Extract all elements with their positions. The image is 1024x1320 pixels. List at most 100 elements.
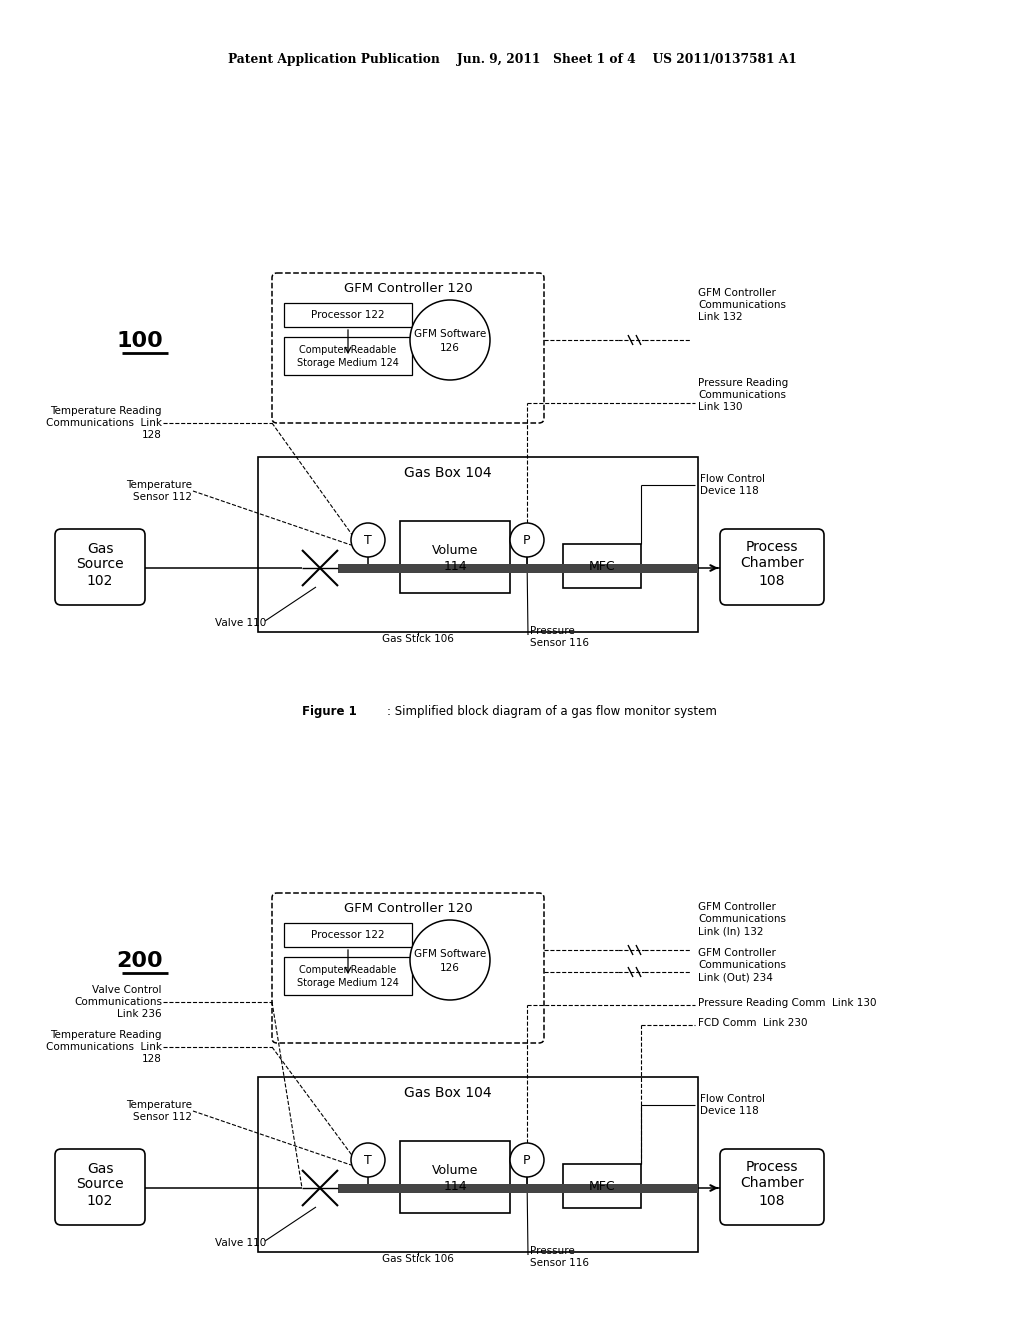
Bar [284, 957, 412, 995]
Bar [284, 304, 412, 327]
Text: 114: 114 [443, 1180, 467, 1192]
Text: FCD Comm  Link 230: FCD Comm Link 230 [698, 1018, 808, 1028]
Circle shape [410, 920, 490, 1001]
Text: GFM Controller: GFM Controller [698, 288, 776, 298]
Text: 108: 108 [759, 574, 785, 587]
Bar [258, 1077, 698, 1251]
Text: Figure 1: Figure 1 [302, 705, 356, 718]
Text: Link 130: Link 130 [698, 403, 742, 412]
Text: Gas Box 104: Gas Box 104 [404, 466, 492, 480]
Text: 128: 128 [142, 1053, 162, 1064]
Text: : Simplified block diagram of a gas flow monitor system: : Simplified block diagram of a gas flow… [387, 705, 717, 718]
Text: Temperature Reading: Temperature Reading [50, 407, 162, 416]
Text: P: P [523, 1154, 530, 1167]
Text: Temperature Reading: Temperature Reading [50, 1030, 162, 1040]
Text: Communications: Communications [698, 913, 786, 924]
Text: 100: 100 [117, 331, 164, 351]
Text: MFC: MFC [589, 560, 615, 573]
FancyBboxPatch shape [55, 529, 145, 605]
Text: 128: 128 [142, 430, 162, 440]
Text: T: T [365, 533, 372, 546]
Text: Temperature: Temperature [126, 480, 193, 490]
Text: Sensor 116: Sensor 116 [530, 1258, 589, 1269]
Text: Communications: Communications [698, 960, 786, 970]
Text: 108: 108 [759, 1195, 785, 1208]
Text: Flow Control: Flow Control [700, 474, 765, 484]
Text: Gas Stick 106: Gas Stick 106 [382, 1254, 454, 1265]
Text: Gas Stick 106: Gas Stick 106 [382, 634, 454, 644]
Text: GFM Software: GFM Software [414, 329, 486, 339]
Text: Pressure: Pressure [530, 626, 574, 636]
Bar [400, 1140, 510, 1213]
Text: Communications: Communications [74, 997, 162, 1007]
Text: Pressure: Pressure [530, 1246, 574, 1257]
Text: Source: Source [76, 557, 124, 572]
Bar [563, 544, 641, 587]
Text: MFC: MFC [589, 1180, 615, 1192]
Text: Device 118: Device 118 [700, 1106, 759, 1115]
Circle shape [510, 523, 544, 557]
Text: Chamber: Chamber [740, 556, 804, 570]
Text: Communications: Communications [698, 300, 786, 310]
Text: 114: 114 [443, 560, 467, 573]
Text: Gas: Gas [87, 543, 114, 556]
Bar [258, 457, 698, 632]
FancyBboxPatch shape [55, 1148, 145, 1225]
Text: Communications  Link: Communications Link [46, 1041, 162, 1052]
Text: Valve 110: Valve 110 [215, 1238, 266, 1247]
Circle shape [351, 523, 385, 557]
Text: Valve 110: Valve 110 [215, 618, 266, 628]
Text: Pressure Reading: Pressure Reading [698, 378, 788, 388]
Text: 102: 102 [87, 574, 114, 587]
Text: Link 132: Link 132 [698, 312, 742, 322]
Text: Processor 122: Processor 122 [311, 310, 385, 319]
Text: Link (In) 132: Link (In) 132 [698, 927, 764, 936]
Text: Valve Control: Valve Control [92, 985, 162, 995]
Text: Communications: Communications [698, 389, 786, 400]
Circle shape [510, 1143, 544, 1177]
Text: Volume: Volume [432, 544, 478, 557]
Text: Gas: Gas [87, 1162, 114, 1176]
Text: 126: 126 [440, 343, 460, 352]
Bar [284, 923, 412, 946]
Text: Link 236: Link 236 [118, 1008, 162, 1019]
Text: Computer Readable: Computer Readable [299, 965, 396, 975]
Text: Processor 122: Processor 122 [311, 931, 385, 940]
Text: Flow Control: Flow Control [700, 1094, 765, 1104]
Text: Process: Process [745, 540, 799, 554]
Text: Temperature: Temperature [126, 1100, 193, 1110]
FancyBboxPatch shape [720, 529, 824, 605]
Text: 200: 200 [117, 950, 163, 972]
Text: Chamber: Chamber [740, 1176, 804, 1191]
Text: Communications  Link: Communications Link [46, 418, 162, 428]
Text: 126: 126 [440, 964, 460, 973]
Text: Sensor 112: Sensor 112 [133, 1111, 193, 1122]
Text: Computer Readable: Computer Readable [299, 345, 396, 355]
Text: Volume: Volume [432, 1164, 478, 1177]
Text: Storage Medium 124: Storage Medium 124 [297, 978, 399, 987]
Text: P: P [523, 533, 530, 546]
Text: T: T [365, 1154, 372, 1167]
Text: GFM Controller: GFM Controller [698, 948, 776, 958]
Circle shape [351, 1143, 385, 1177]
Bar [563, 1164, 641, 1208]
Text: Device 118: Device 118 [700, 486, 759, 496]
Text: GFM Controller: GFM Controller [698, 902, 776, 912]
Bar [338, 564, 698, 573]
Bar [338, 1184, 698, 1192]
Text: Storage Medium 124: Storage Medium 124 [297, 358, 399, 368]
Bar [400, 521, 510, 593]
Text: Patent Application Publication    Jun. 9, 2011   Sheet 1 of 4    US 2011/0137581: Patent Application Publication Jun. 9, 2… [227, 54, 797, 66]
Circle shape [410, 300, 490, 380]
Bar [284, 337, 412, 375]
Text: GFM Controller 120: GFM Controller 120 [344, 282, 472, 296]
FancyBboxPatch shape [272, 273, 544, 422]
FancyBboxPatch shape [272, 894, 544, 1043]
Text: GFM Controller 120: GFM Controller 120 [344, 903, 472, 916]
Text: 102: 102 [87, 1195, 114, 1208]
Text: Link (Out) 234: Link (Out) 234 [698, 972, 773, 982]
FancyBboxPatch shape [720, 1148, 824, 1225]
Text: Source: Source [76, 1177, 124, 1191]
Text: GFM Software: GFM Software [414, 949, 486, 960]
Text: Pressure Reading Comm  Link 130: Pressure Reading Comm Link 130 [698, 998, 877, 1008]
